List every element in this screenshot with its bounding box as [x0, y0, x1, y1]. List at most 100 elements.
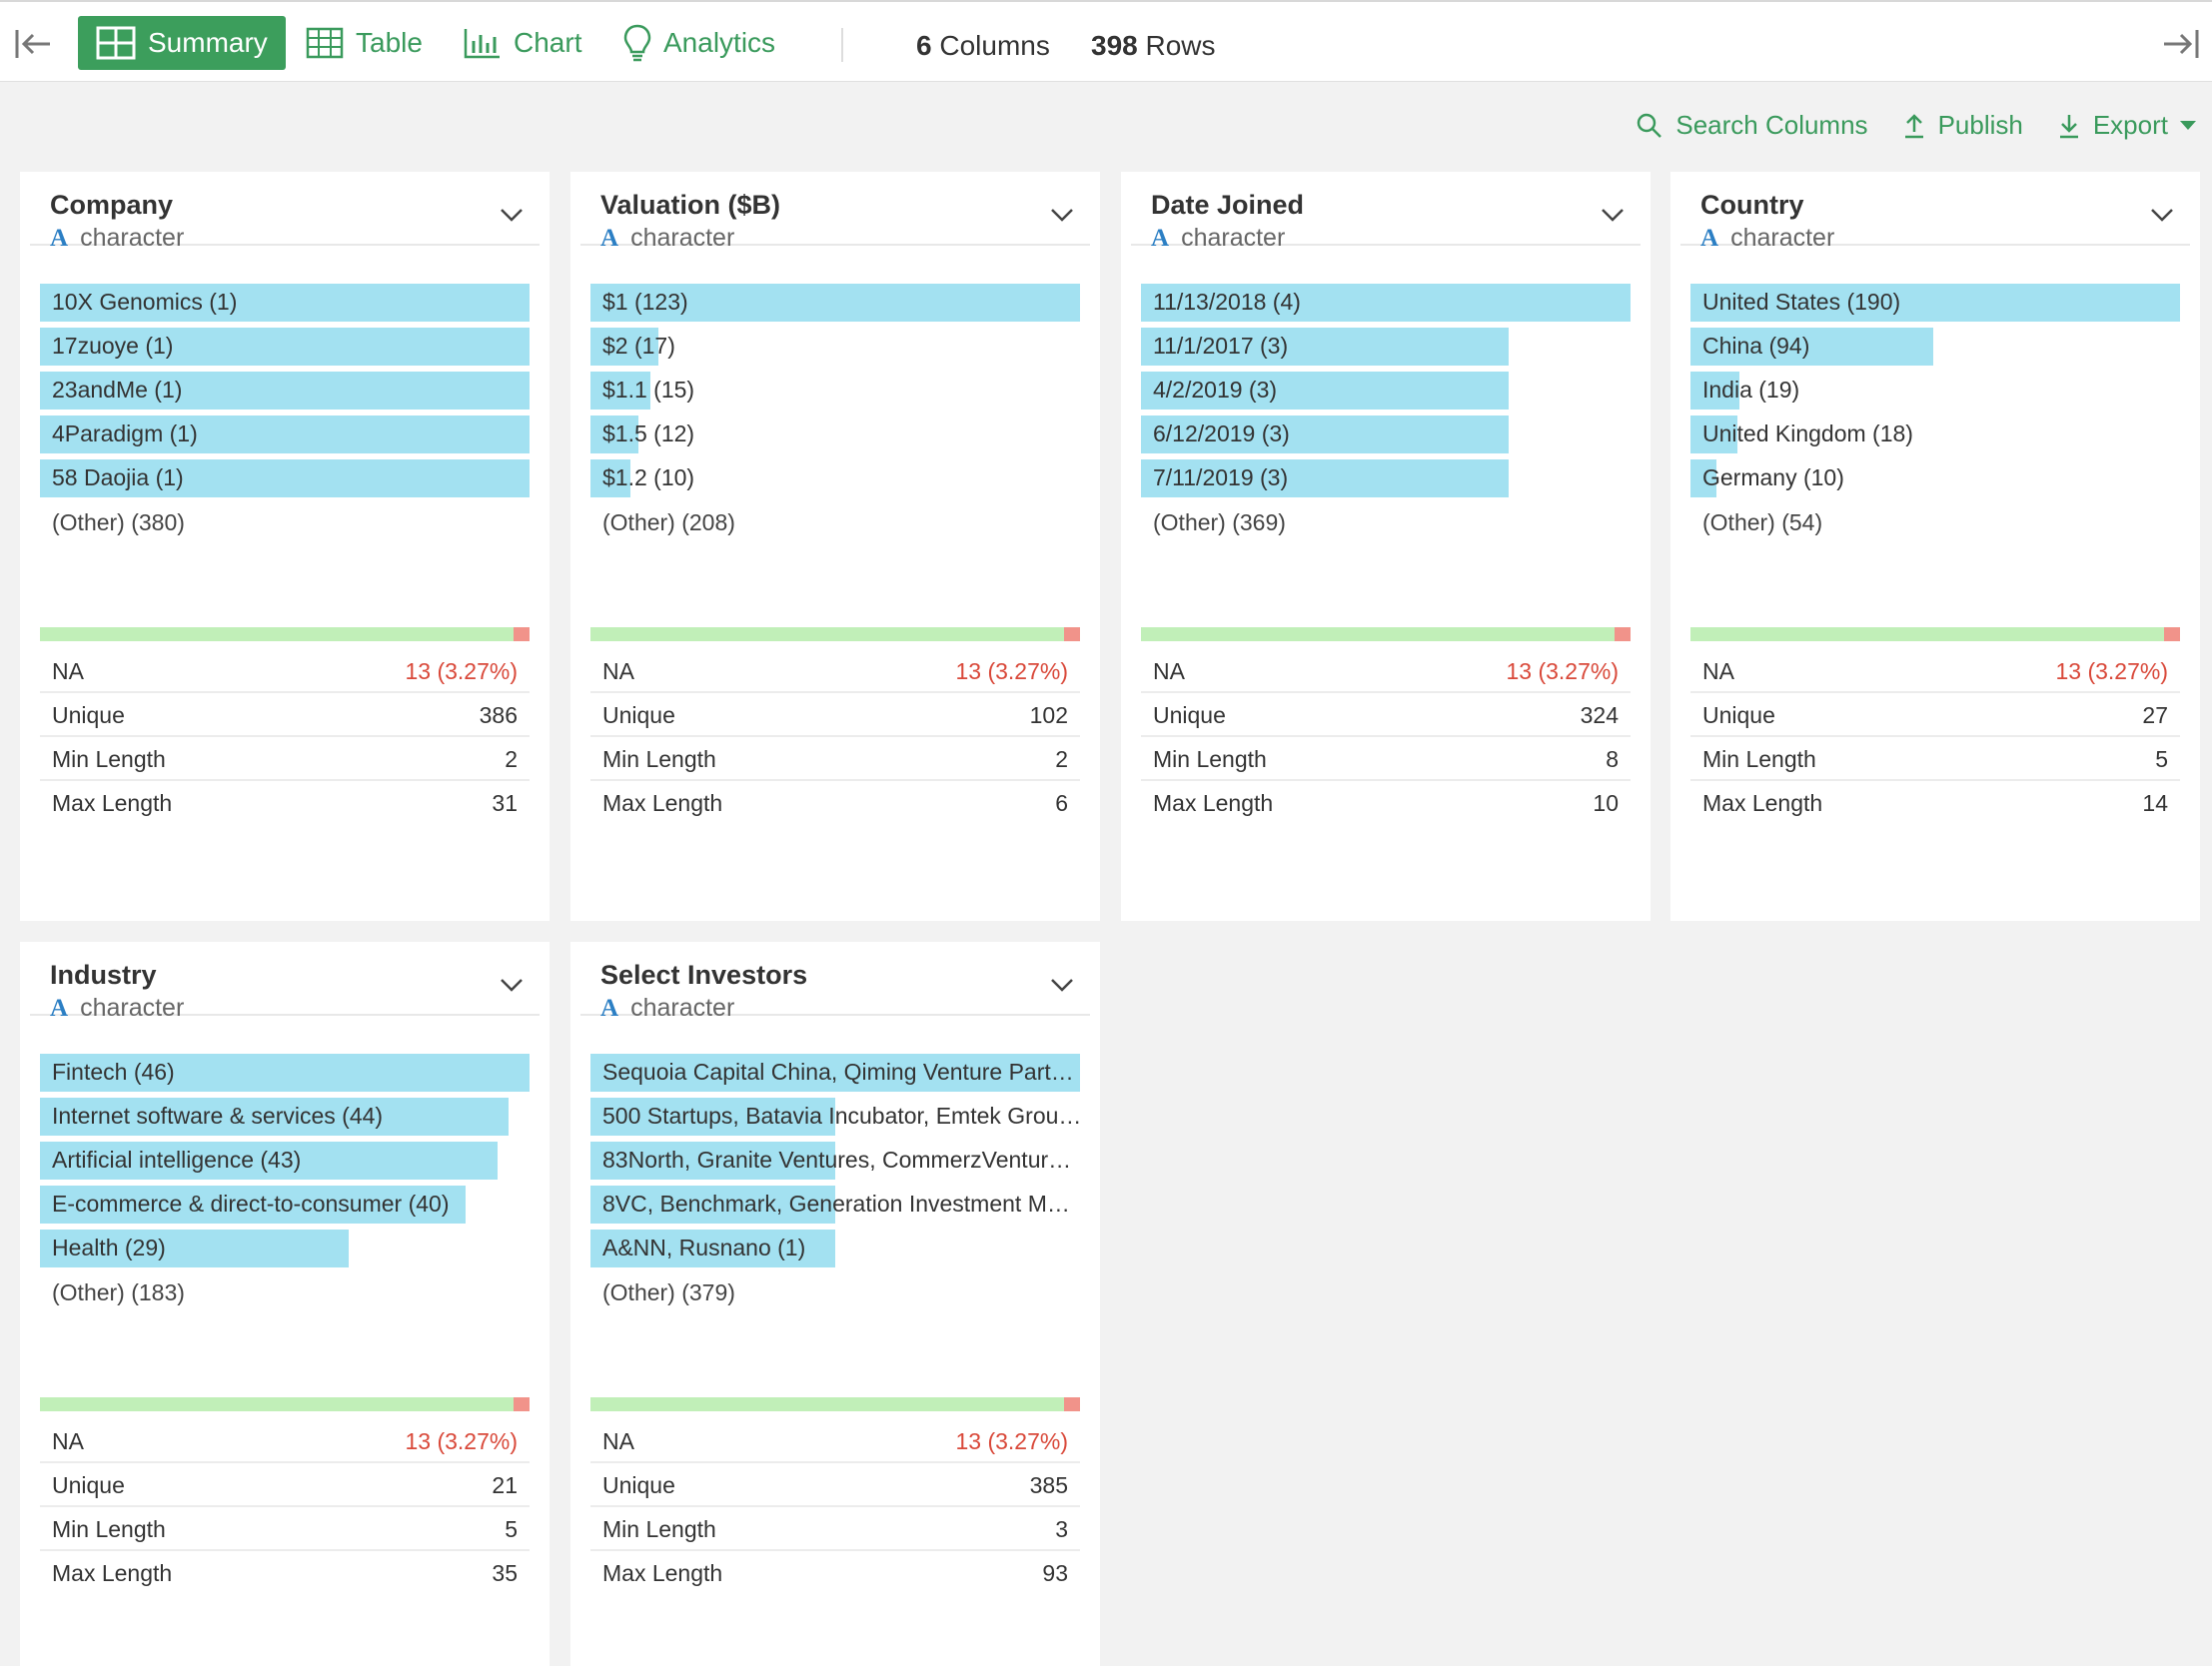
stat-value: 3 [1055, 1516, 1068, 1542]
value-frequency-row[interactable]: United States (190) [1690, 284, 2180, 322]
search-columns-button[interactable]: Search Columns [1636, 110, 1868, 141]
column-menu-chevron-icon[interactable] [500, 208, 524, 227]
stat-row: Max Length 93 [590, 1551, 1080, 1593]
value-frequency-row[interactable]: 7/11/2019 (3) [1141, 459, 1631, 497]
stat-value: 35 [492, 1560, 518, 1586]
stat-row: Min Length 5 [40, 1507, 530, 1551]
value-frequency-row[interactable]: India (19) [1690, 372, 2180, 410]
frequency-bar [590, 328, 658, 366]
frequency-bar [40, 459, 530, 497]
stat-value: 13 (3.27%) [405, 1428, 518, 1454]
value-label: United Kingdom (18) [1702, 420, 1913, 446]
stat-name: Max Length [1702, 790, 1823, 816]
action-bar: Search Columns Publish Export [1636, 110, 2196, 141]
value-frequency-row[interactable]: $1 (123) [590, 284, 1080, 322]
frequency-bar [590, 416, 638, 453]
na-missing-segment [1064, 627, 1080, 641]
search-icon [1638, 113, 1662, 138]
other-values-label: (Other) (369) [1153, 509, 1286, 535]
value-frequency-row[interactable]: Fintech (46) [40, 1054, 530, 1092]
value-frequency-row[interactable]: China (94) [1690, 328, 2180, 366]
value-frequency-row[interactable]: 4Paradigm (1) [40, 416, 530, 453]
value-frequency-row[interactable]: $1.1 (15) [590, 372, 1080, 410]
value-frequency-row[interactable]: 4/2/2019 (3) [1141, 372, 1631, 410]
frequency-bar [590, 372, 650, 410]
value-label: India (19) [1702, 377, 1800, 403]
value-frequency-row[interactable]: 10X Genomics (1) [40, 284, 530, 322]
value-frequency-row[interactable]: 17zuoye (1) [40, 328, 530, 366]
stat-value: 21 [492, 1472, 518, 1498]
stat-name: Min Length [52, 1516, 166, 1542]
stat-row: Max Length 6 [590, 781, 1080, 823]
tab-summary[interactable]: Summary [78, 16, 286, 70]
stat-value: 102 [1029, 702, 1068, 728]
tab-analytics[interactable]: Analytics [623, 16, 775, 70]
stat-name: Unique [1153, 702, 1226, 728]
tab-chart[interactable]: Chart [464, 16, 581, 70]
value-frequency-row[interactable]: A&NN, Rusnano (1) [590, 1230, 1080, 1267]
frequency-bar [40, 284, 530, 322]
frequency-bar [40, 1098, 509, 1136]
value-frequency-row[interactable]: E-commerce & direct-to-consumer (40) [40, 1186, 530, 1224]
value-frequency-row[interactable]: 8VC, Benchmark, Generation Investment Ma… [590, 1186, 1082, 1224]
stat-name: Unique [602, 1472, 675, 1498]
value-label: $1.2 (10) [602, 464, 695, 490]
value-frequency-row[interactable]: 6/12/2019 (3) [1141, 416, 1631, 453]
publish-button[interactable]: Publish [1902, 110, 2023, 141]
stat-name: NA [602, 1428, 634, 1454]
tab-table-label: Table [356, 27, 423, 58]
value-frequency-row[interactable]: Health (29) [40, 1230, 530, 1267]
na-ratio-bar [1141, 627, 1631, 641]
stat-name: Unique [602, 702, 675, 728]
value-frequency-row[interactable]: Artificial intelligence (43) [40, 1142, 530, 1180]
na-ratio-bar [40, 1397, 530, 1411]
export-button[interactable]: Export [2057, 110, 2196, 141]
value-frequency-row[interactable]: 23andMe (1) [40, 372, 530, 410]
value-frequency-row[interactable]: United Kingdom (18) [1690, 416, 2180, 453]
stat-row: Max Length 31 [40, 781, 530, 823]
tab-analytics-label: Analytics [663, 27, 776, 58]
value-frequency-list: 11/13/2018 (4) 11/1/2017 (3) 4/2/2019 (3… [1141, 284, 1631, 503]
stat-value: 2 [1055, 746, 1068, 772]
value-frequency-row[interactable]: 83North, Granite Ventures, CommerzVentur… [590, 1142, 1082, 1180]
stat-name: NA [52, 658, 84, 684]
column-menu-chevron-icon[interactable] [1050, 208, 1074, 227]
value-frequency-row[interactable]: Germany (10) [1690, 459, 2180, 497]
value-label: 4Paradigm (1) [52, 420, 198, 446]
frequency-bar [1141, 416, 1509, 453]
stat-name: NA [602, 658, 634, 684]
na-ratio-bar [40, 627, 530, 641]
lightbulb-icon [623, 24, 651, 62]
tab-table[interactable]: Table [306, 16, 423, 70]
value-frequency-row[interactable]: Internet software & services (44) [40, 1098, 530, 1136]
stat-name: Max Length [52, 1560, 173, 1586]
stat-value: 5 [2155, 746, 2168, 772]
column-title: Valuation ($B) [600, 190, 781, 220]
na-missing-segment [2164, 627, 2180, 641]
value-frequency-row[interactable]: 500 Startups, Batavia Incubator, Emtek G… [590, 1098, 1082, 1136]
value-frequency-row[interactable]: Sequoia Capital China, Qiming Venture Pa… [590, 1054, 1082, 1092]
stat-value: 13 (3.27%) [2055, 658, 2168, 684]
value-label: 10X Genomics (1) [52, 289, 238, 315]
frequency-bar [590, 459, 630, 497]
value-frequency-row[interactable]: 11/1/2017 (3) [1141, 328, 1631, 366]
column-menu-chevron-icon[interactable] [2150, 208, 2174, 227]
value-frequency-row[interactable]: 11/13/2018 (4) [1141, 284, 1631, 322]
column-menu-chevron-icon[interactable] [500, 978, 524, 997]
value-frequency-row[interactable]: $1.2 (10) [590, 459, 1080, 497]
toolbar: Summary Table Chart Analytics 6 Columns … [0, 0, 2212, 82]
collapse-right-icon[interactable] [2160, 26, 2200, 62]
row-count: 398 Rows [1091, 30, 1216, 61]
value-label: 500 Startups, Batavia Incubator, Emtek G… [602, 1103, 1082, 1129]
value-frequency-row[interactable]: $1.5 (12) [590, 416, 1080, 453]
value-frequency-row[interactable]: $2 (17) [590, 328, 1080, 366]
stat-row: NA 13 (3.27%) [1690, 649, 2180, 693]
column-menu-chevron-icon[interactable] [1050, 978, 1074, 997]
collapse-left-icon[interactable] [14, 26, 54, 62]
value-frequency-row[interactable]: 58 Daojia (1) [40, 459, 530, 497]
column-menu-chevron-icon[interactable] [1601, 208, 1625, 227]
